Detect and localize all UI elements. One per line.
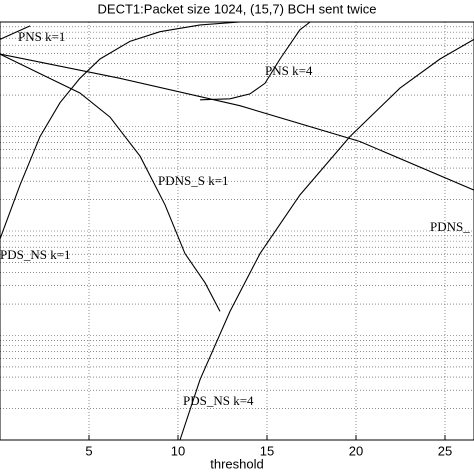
series-line [0,25,31,40]
series-line [0,53,474,191]
series-label: PDNS_S k=1 [158,173,229,188]
x-tick-label: 20 [349,443,363,458]
series-label: PNS k=4 [265,63,313,78]
x-tick-label: 25 [438,443,452,458]
series-label: PNS k=1 [18,29,65,44]
x-tick-label: 10 [171,443,185,458]
series-line [0,21,240,240]
chart-title: DECT1:Packet size 1024, (15,7) BCH sent … [98,1,377,16]
series-line [0,53,221,312]
series-line [179,38,474,441]
x-axis-label: threshold [210,456,263,471]
x-tick-label: 15 [260,443,274,458]
x-tick-label: 5 [85,443,92,458]
series-label: PDNS_ [430,219,470,234]
series-label: PDS_NS k=4 [183,393,254,408]
series-label: PDS_NS k=1 [0,247,71,262]
series-line [200,21,311,101]
